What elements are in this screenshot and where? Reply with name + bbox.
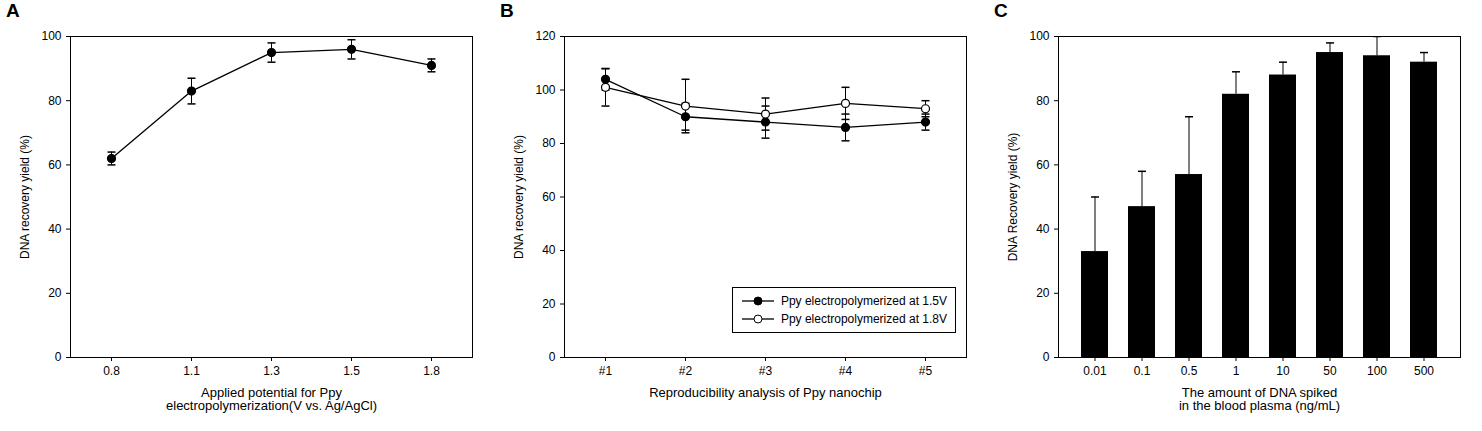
svg-text:#5: #5	[919, 364, 933, 378]
svg-text:0.5: 0.5	[1181, 364, 1198, 378]
svg-text:1.3: 1.3	[263, 364, 280, 378]
svg-text:80: 80	[1036, 94, 1050, 108]
svg-text:40: 40	[542, 243, 556, 257]
html-text:C: C	[994, 0, 1008, 21]
svg-text:100: 100	[1367, 364, 1387, 378]
svg-text:1.5: 1.5	[343, 364, 360, 378]
svg-text:0.01: 0.01	[1083, 364, 1107, 378]
svg-text:80: 80	[48, 94, 62, 108]
svg-text:120: 120	[535, 29, 555, 43]
svg-text:The amount of DNA spikedin the: The amount of DNA spikedin the blood pla…	[1179, 385, 1340, 413]
svg-text:0: 0	[1043, 350, 1050, 364]
svg-text:1.8: 1.8	[423, 364, 440, 378]
svg-text:100: 100	[1029, 29, 1049, 43]
svg-text:20: 20	[542, 297, 556, 311]
html-text:A: A	[6, 0, 20, 21]
svg-text:20: 20	[1036, 286, 1050, 300]
svg-text:60: 60	[48, 158, 62, 172]
svg-text:0.1: 0.1	[1134, 364, 1151, 378]
svg-text:500: 500	[1414, 364, 1434, 378]
svg-text:1: 1	[1233, 364, 1240, 378]
svg-text:0.8: 0.8	[103, 364, 120, 378]
svg-text:#3: #3	[759, 364, 773, 378]
svg-text:20: 20	[48, 286, 62, 300]
svg-text:0: 0	[549, 350, 556, 364]
html-text:Ppy electropolymerized at 1.5V: Ppy electropolymerized at 1.5V	[780, 294, 947, 308]
html-text:Ppy electropolymerized at 1.8V: Ppy electropolymerized at 1.8V	[780, 312, 947, 326]
svg-text:#4: #4	[839, 364, 853, 378]
svg-text:50: 50	[1323, 364, 1337, 378]
svg-text:DNA recovery yield (%): DNA recovery yield (%)	[512, 135, 526, 259]
svg-text:80: 80	[542, 136, 556, 150]
svg-text:40: 40	[48, 222, 62, 236]
svg-text:Applied potential for Ppyelect: Applied potential for Ppyelectropolymeri…	[166, 385, 377, 413]
svg-text:60: 60	[1036, 158, 1050, 172]
svg-text:#1: #1	[599, 364, 613, 378]
svg-text:0: 0	[55, 350, 62, 364]
svg-text:DNA Recovery yield (%): DNA Recovery yield (%)	[1006, 133, 1020, 262]
svg-text:100: 100	[41, 29, 61, 43]
svg-text:1.1: 1.1	[183, 364, 200, 378]
svg-text:DNA recovery yield (%): DNA recovery yield (%)	[18, 135, 32, 259]
svg-text:60: 60	[542, 190, 556, 204]
svg-text:40: 40	[1036, 222, 1050, 236]
svg-text:Reproducibility analysis of Pp: Reproducibility analysis of Ppy nanochip	[649, 385, 882, 400]
svg-text:100: 100	[535, 83, 555, 97]
html-text:B: B	[500, 0, 514, 21]
svg-text:#2: #2	[679, 364, 693, 378]
svg-text:10: 10	[1276, 364, 1290, 378]
